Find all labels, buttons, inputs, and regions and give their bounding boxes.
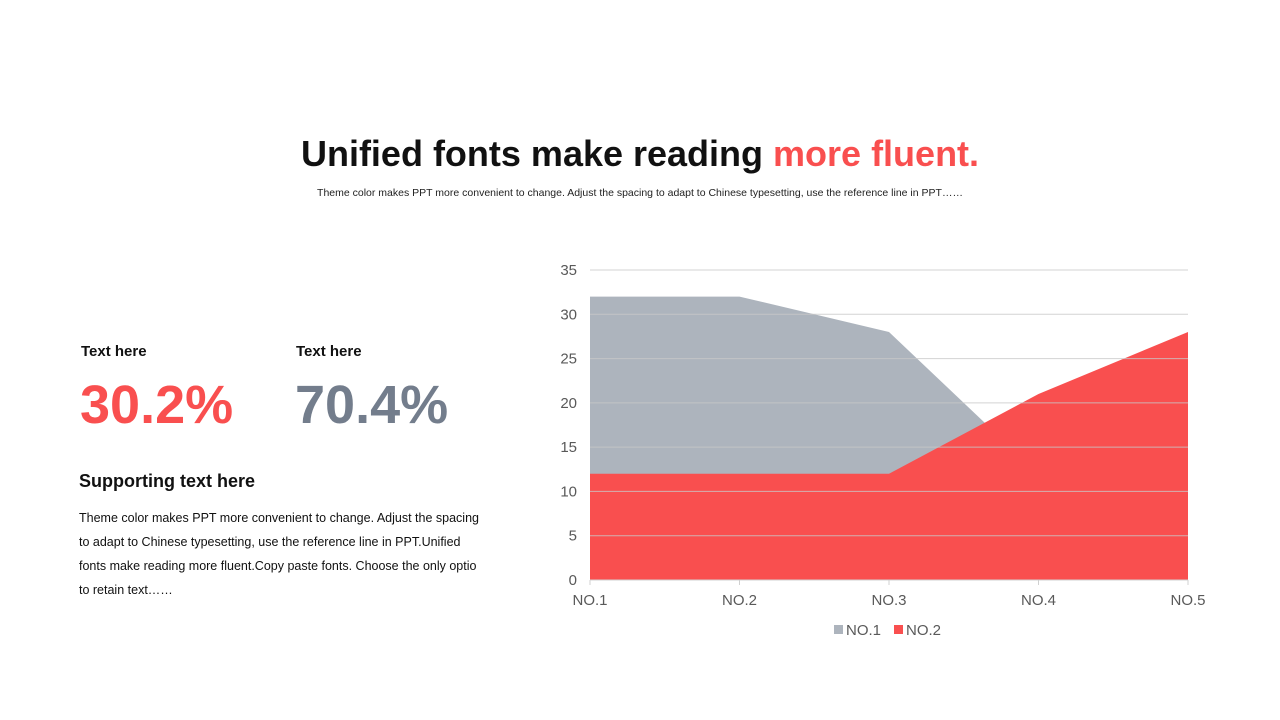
y-tick-label: 35 [560, 262, 577, 279]
x-tick-label: NO.1 [572, 592, 607, 609]
support-title: Supporting text here [79, 471, 256, 491]
y-tick-label: 25 [560, 351, 577, 368]
subtitle: Theme color makes PPT more convenient to… [317, 187, 963, 199]
x-tick-label: NO.2 [722, 592, 757, 609]
stat-label-2: Text here [296, 343, 362, 360]
y-tick-label: 20 [560, 395, 577, 412]
y-tick-label: 30 [560, 306, 577, 323]
y-tick-label: 0 [569, 572, 577, 589]
legend-swatch-2 [894, 625, 903, 634]
support-body: Theme color makes PPT more convenient to… [79, 511, 479, 597]
page-title: Unified fonts make reading more fluent. [0, 133, 1280, 175]
x-tick-label: NO.4 [1021, 592, 1056, 609]
x-tick-label: NO.3 [871, 592, 906, 609]
y-tick-label: 10 [560, 483, 577, 500]
stat-value-1: 30.2% [80, 375, 234, 435]
legend-label-1: NO.1 [846, 622, 881, 639]
area-series-2 [590, 332, 1188, 580]
legend-swatch-1 [834, 625, 843, 634]
title-main: Unified fonts make reading [300, 133, 774, 174]
y-tick-label: 15 [560, 439, 577, 456]
y-tick-label: 5 [569, 528, 577, 545]
legend-label-2: NO.2 [906, 622, 941, 639]
x-tick-label: NO.5 [1170, 592, 1205, 609]
title-accent: more fluent. [773, 133, 980, 174]
stat-value-2: 70.4% [295, 375, 449, 435]
stat-label-1: Text here [81, 343, 147, 360]
